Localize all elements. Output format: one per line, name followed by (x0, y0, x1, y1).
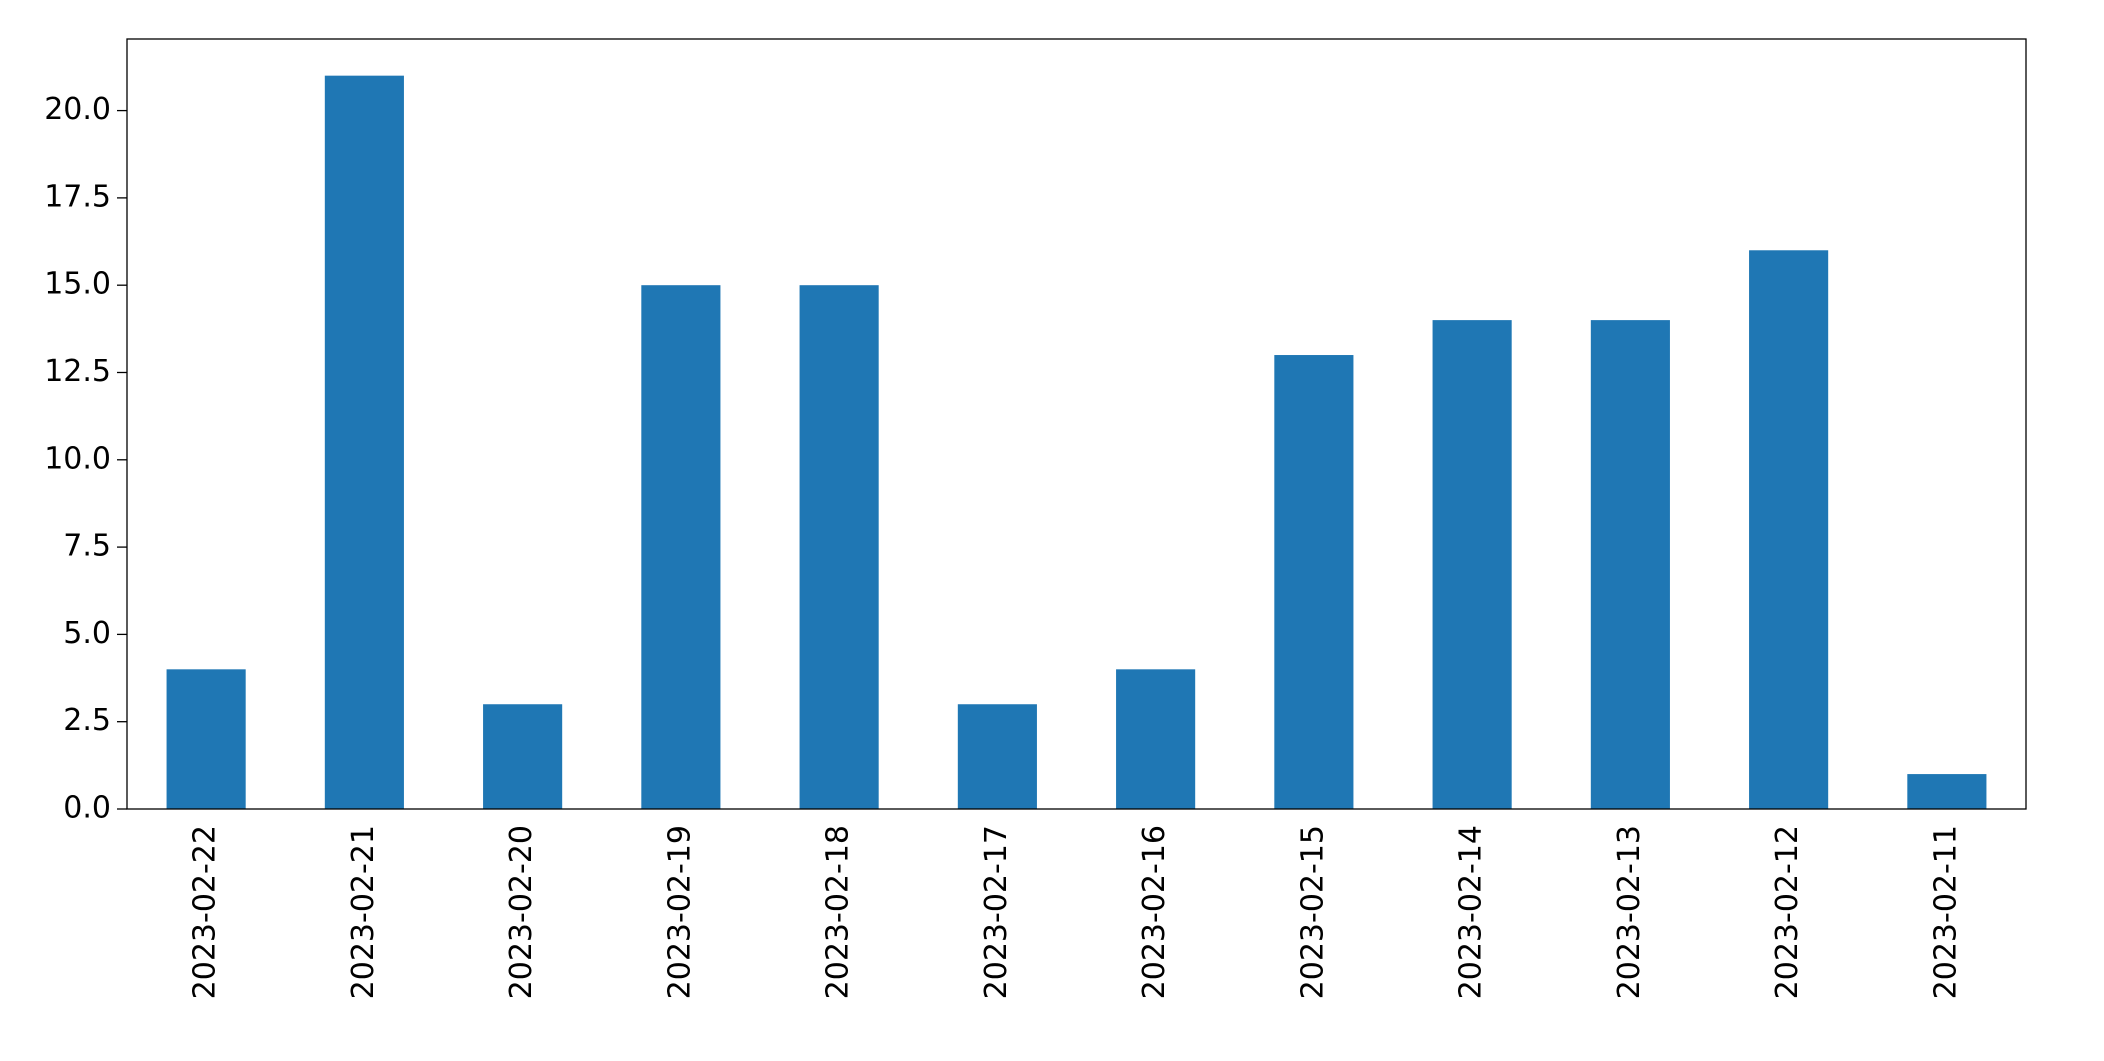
axes-frame (126, 38, 2027, 810)
x-tick-label: 2023-02-16 (1137, 825, 1172, 999)
bar (483, 704, 563, 809)
bar (1432, 320, 1512, 809)
x-tick-label: 2023-02-20 (504, 825, 539, 999)
bar (641, 285, 721, 809)
y-tick-label: 20.0 (44, 92, 111, 127)
x-tick-label: 2023-02-19 (662, 825, 697, 999)
bar (957, 704, 1037, 809)
bar (1907, 774, 1987, 809)
bar (1590, 320, 1670, 809)
y-tick-label: 17.5 (44, 179, 111, 214)
x-tick-label: 2023-02-22 (188, 825, 223, 999)
y-tick-label: 2.5 (63, 703, 111, 738)
bar (324, 75, 404, 809)
x-tick-label: 2023-02-21 (346, 825, 381, 999)
x-tick-label: 2023-02-17 (979, 825, 1014, 999)
x-tick-label: 2023-02-12 (1770, 825, 1805, 999)
bar (1274, 355, 1354, 809)
x-tick-label: 2023-02-11 (1928, 825, 1963, 999)
y-tick-label: 15.0 (44, 267, 111, 302)
bar (1116, 669, 1196, 809)
bar (166, 669, 246, 809)
y-tick-label: 12.5 (44, 354, 111, 389)
x-tick-label: 2023-02-18 (821, 825, 856, 999)
x-tick-label: 2023-02-15 (1295, 825, 1330, 999)
y-tick-label: 10.0 (44, 441, 111, 476)
x-tick-label: 2023-02-13 (1612, 825, 1647, 999)
bar (1749, 250, 1829, 809)
y-tick-label: 7.5 (63, 529, 111, 564)
x-tick-label: 2023-02-14 (1454, 825, 1489, 999)
y-tick-label: 5.0 (63, 616, 111, 651)
bar (799, 285, 879, 809)
y-tick-label: 0.0 (63, 791, 111, 826)
